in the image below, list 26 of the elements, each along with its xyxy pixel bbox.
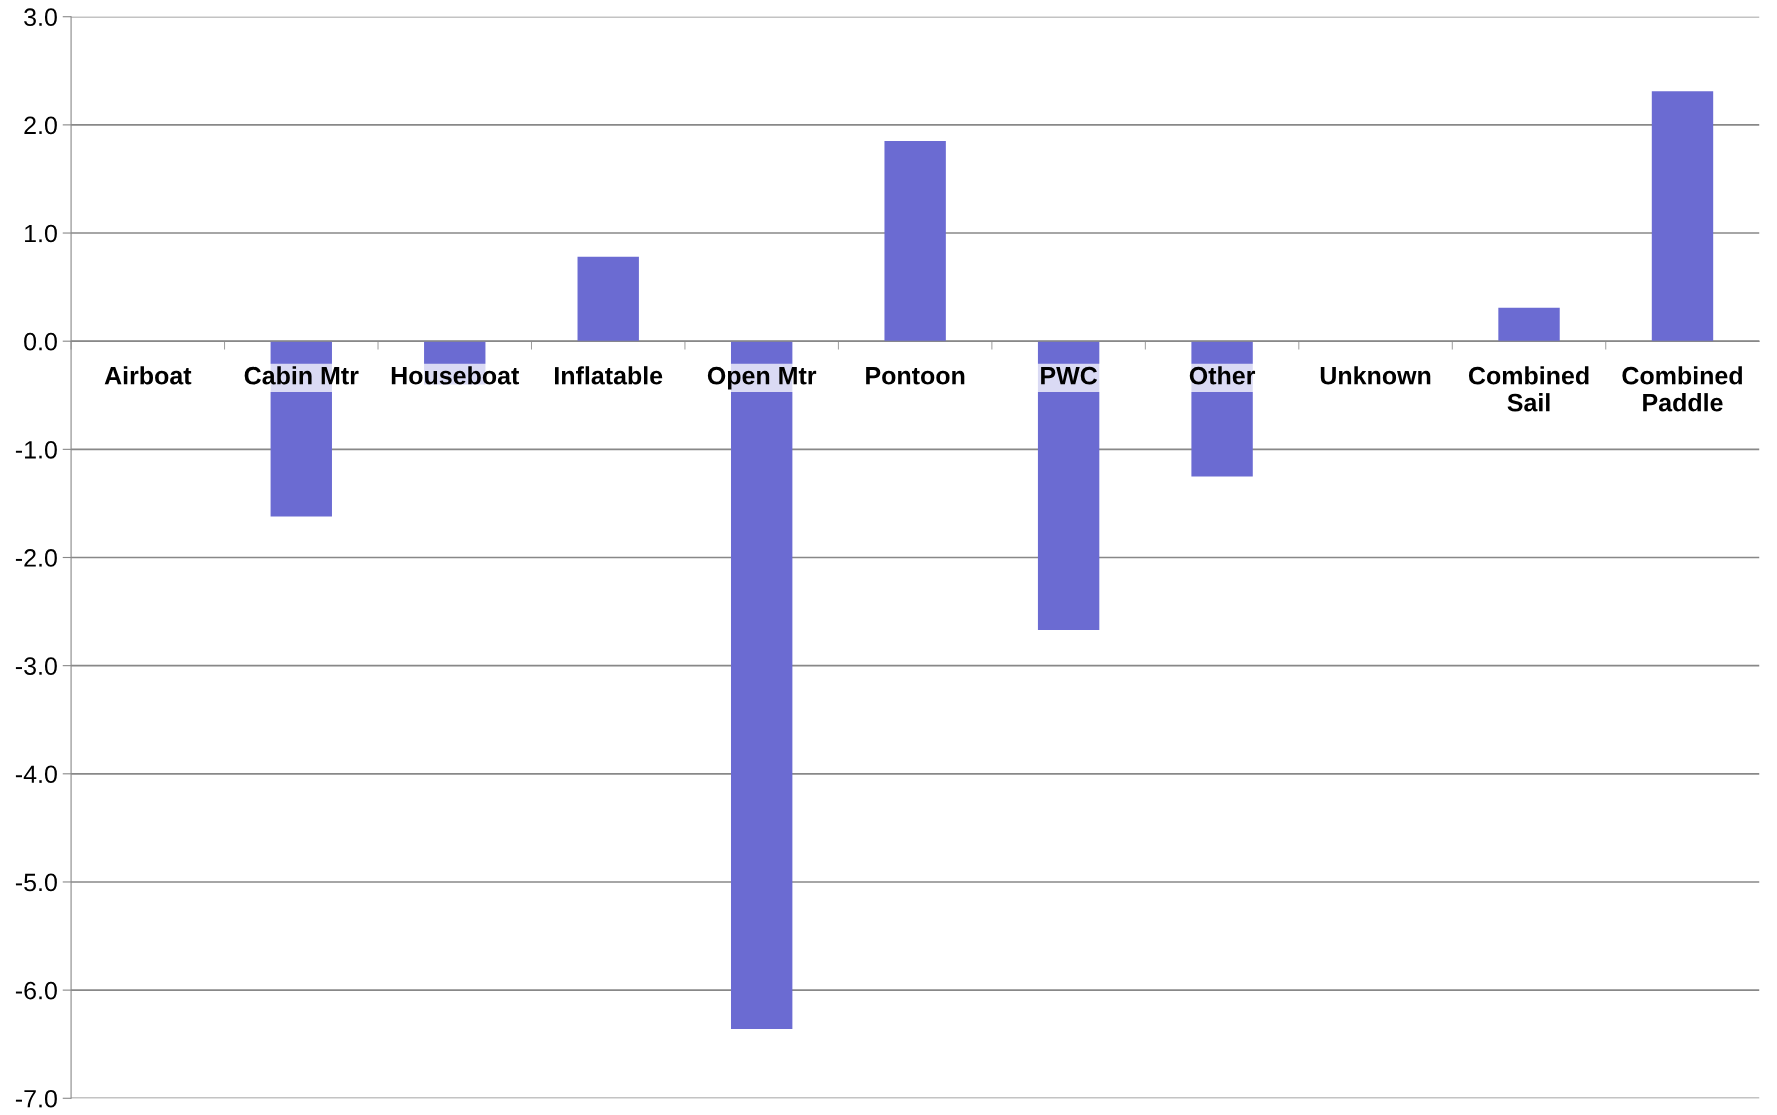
y-tick-label: -1.0 (15, 440, 57, 459)
y-tick-label: -4.0 (15, 765, 57, 784)
bar (1498, 307, 1560, 342)
y-tick-label: -6.0 (15, 981, 57, 1000)
x-tick-label: Houseboat (391, 366, 520, 385)
x-tick-label: Combined Paddle (1622, 366, 1742, 412)
y-tick-label: 3.0 (24, 8, 57, 27)
x-tick-label: Inflatable (555, 366, 663, 385)
x-tick-label: PWC (1041, 366, 1098, 385)
bar (884, 141, 946, 342)
bar (577, 256, 639, 342)
bar (1651, 91, 1714, 342)
x-tick-label: Unknown (1320, 366, 1431, 385)
x-tick-label: Other (1189, 366, 1256, 385)
y-tick-label: -3.0 (15, 657, 57, 675)
y-tick-label: -2.0 (15, 549, 57, 567)
y-tick-label: -7.0 (15, 1089, 57, 1108)
y-tick-label: 2.0 (24, 116, 57, 135)
y-tick-label: 0.0 (24, 332, 57, 351)
y-tick-label: 1.0 (25, 224, 57, 243)
x-tick-label: Open Mtr (707, 366, 817, 390)
x-tick-label: Airboat (104, 366, 192, 385)
y-tick-label: -5.0 (15, 873, 57, 892)
x-tick-label: Pontoon (866, 367, 965, 385)
x-tick-label: Combined Sail (1468, 366, 1589, 412)
x-tick-label: Cabin Mtr (244, 366, 359, 385)
